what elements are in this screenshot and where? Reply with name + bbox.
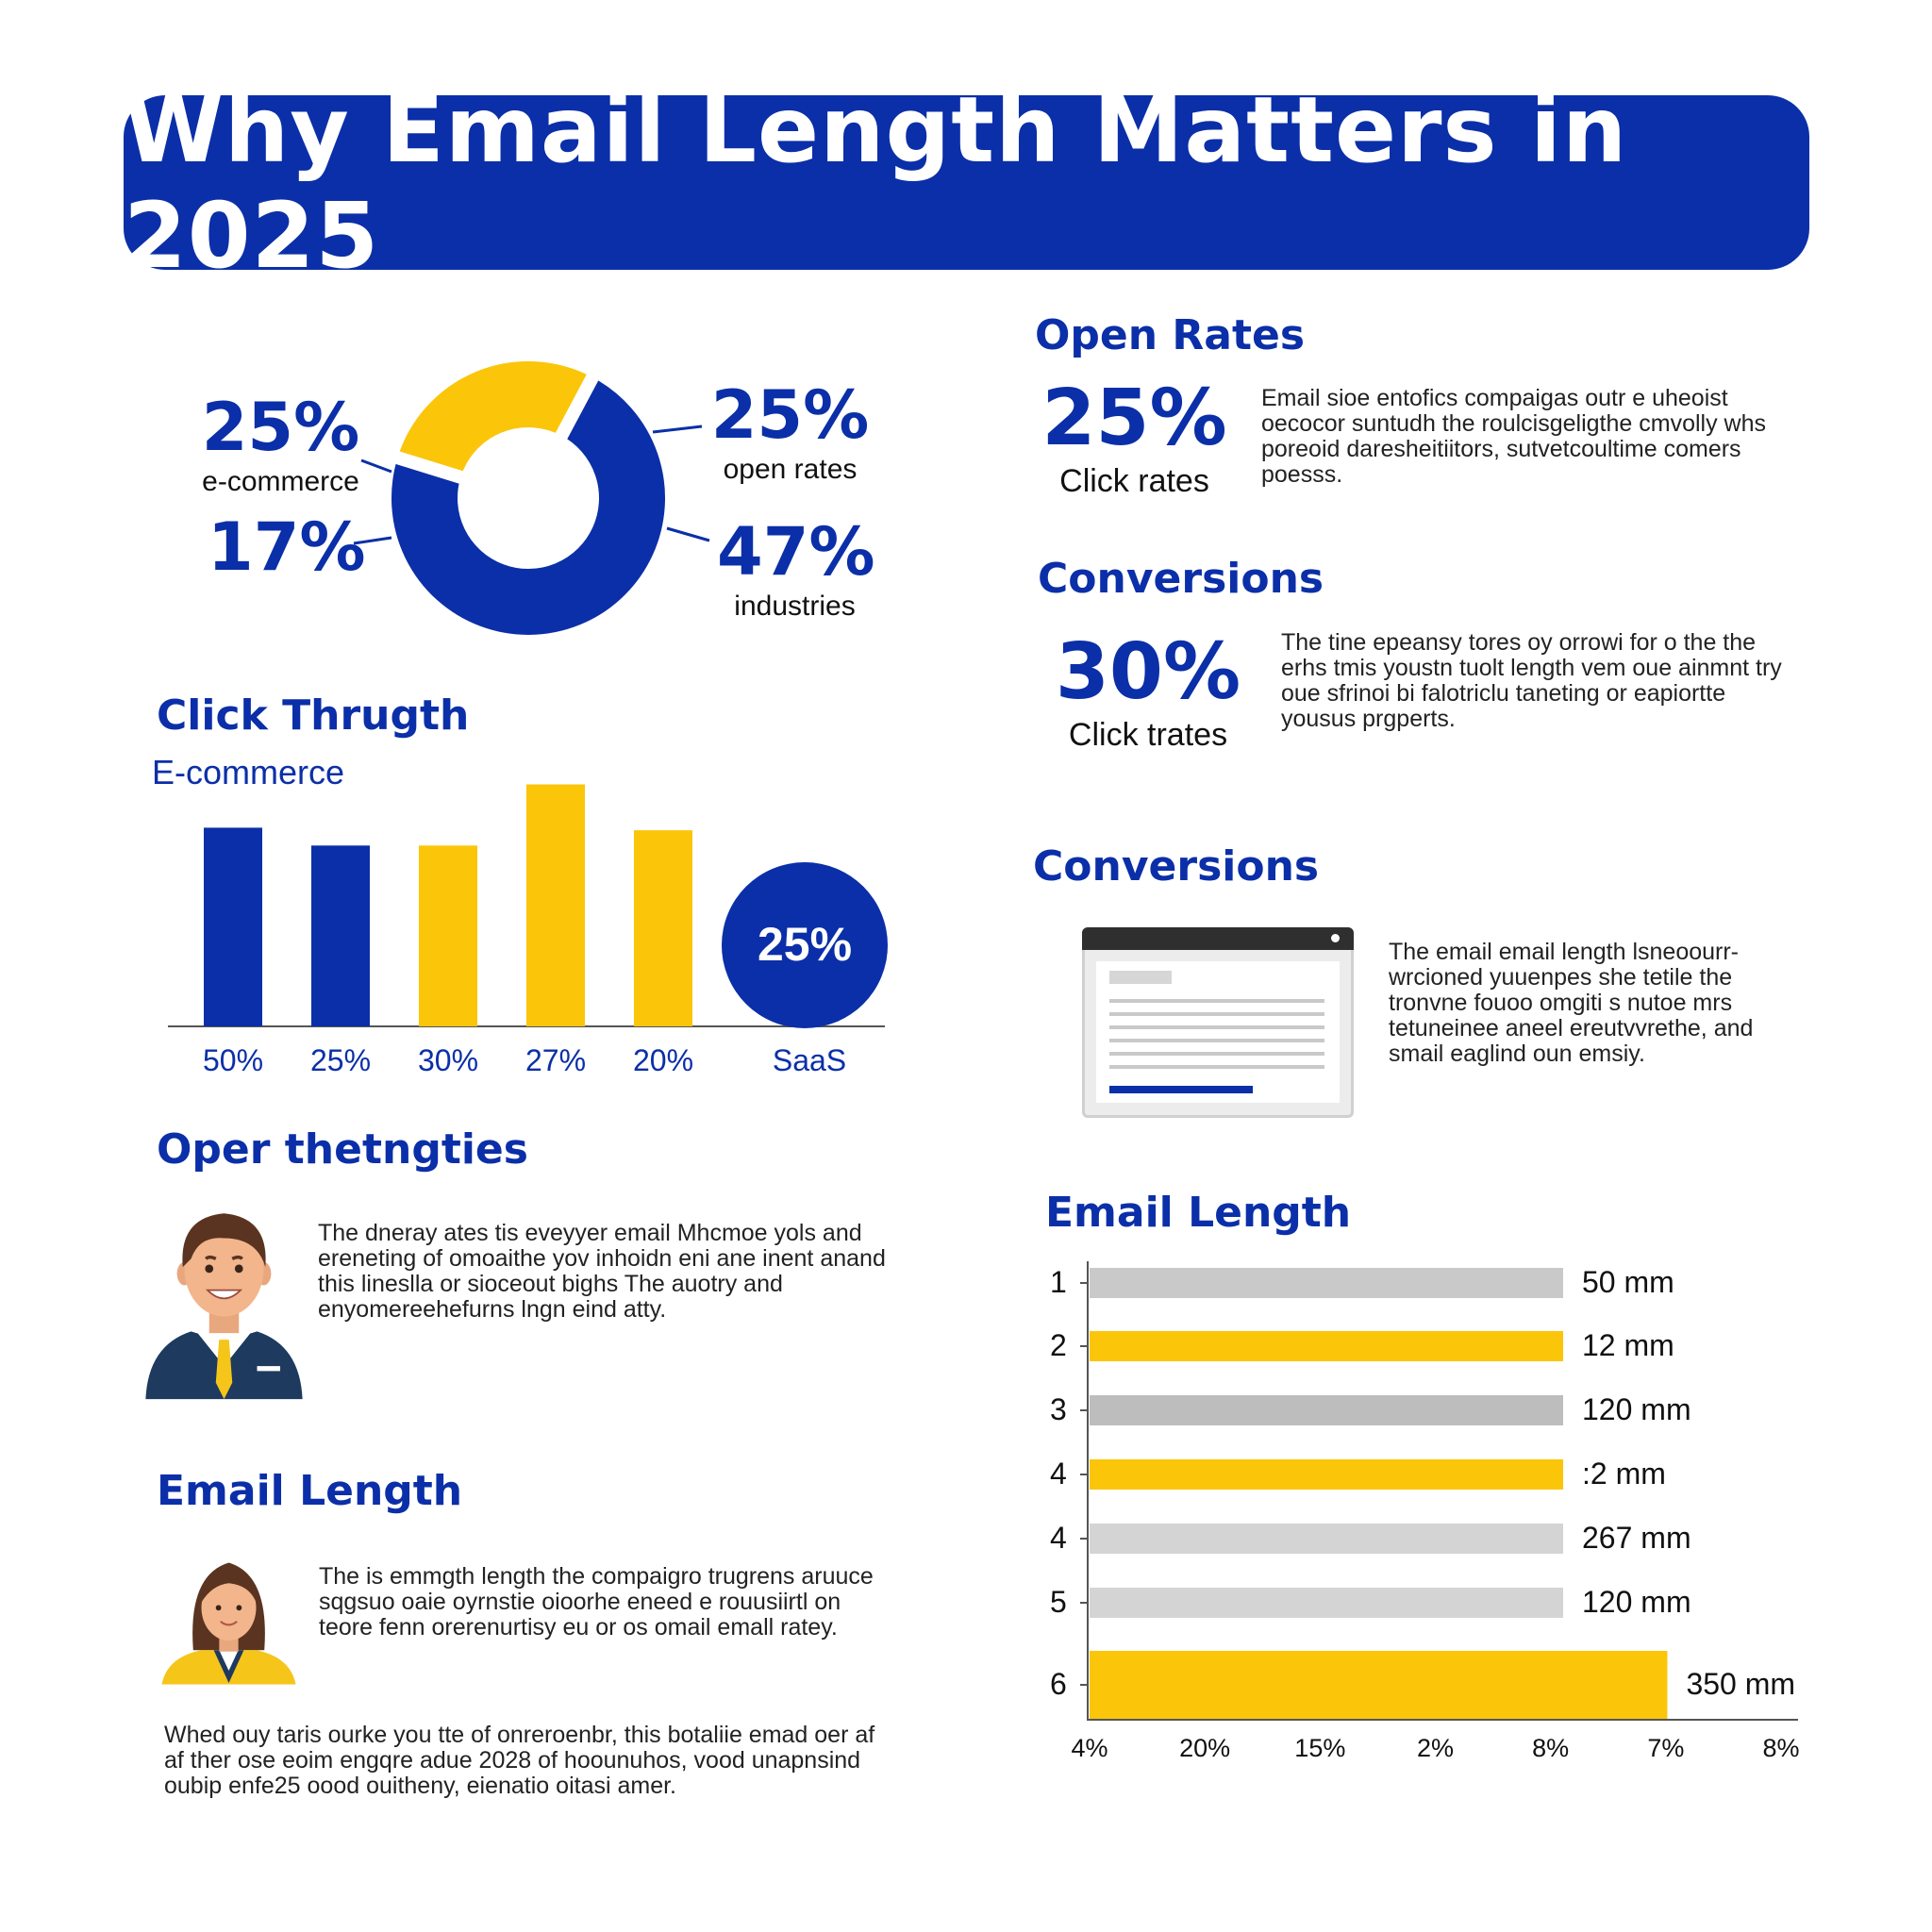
hbar-value-label: :2 mm bbox=[1582, 1457, 1666, 1491]
click-through-subheading: E-commerce bbox=[152, 753, 345, 791]
leader-line-open-rates bbox=[652, 425, 703, 434]
saas-label: SaaS bbox=[772, 1043, 847, 1077]
conversions-value: 30% bbox=[1055, 627, 1241, 717]
hbar-bar bbox=[1090, 1524, 1563, 1554]
hbar-x-tick-label: 4% bbox=[1071, 1734, 1108, 1762]
browser-window-icon bbox=[1082, 927, 1354, 1118]
donut-value: 17% bbox=[208, 508, 366, 586]
hbar-value-label: 50 mm bbox=[1582, 1265, 1674, 1299]
hbar-bar bbox=[1090, 1651, 1668, 1719]
conversions-heading-2: Conversions bbox=[1033, 842, 1320, 891]
click-through-heading: Click Thrugth bbox=[157, 691, 470, 740]
conversions-heading-1: Conversions bbox=[1038, 555, 1324, 603]
donut-value: 25% bbox=[201, 389, 360, 466]
open-rates-heading: Open Rates bbox=[1035, 311, 1306, 359]
saas-badge-circle bbox=[722, 862, 888, 1028]
female-avatar-icon bbox=[161, 1562, 296, 1685]
hbar-x-tick-label: 7% bbox=[1647, 1734, 1685, 1762]
hbar-value-label: 120 mm bbox=[1582, 1392, 1691, 1426]
hbar-bar bbox=[1090, 1588, 1563, 1618]
leader-line-ecommerce bbox=[360, 458, 392, 474]
open-rates-label: Click rates bbox=[1059, 463, 1209, 499]
donut-label-ecommerce: 25% e-commerce bbox=[193, 394, 368, 498]
hbar-category-label: 2 bbox=[1050, 1328, 1067, 1362]
column-bar bbox=[526, 784, 585, 1026]
conversions-stat: 30% Click trates bbox=[1049, 634, 1247, 754]
column-label: 27% bbox=[525, 1043, 587, 1077]
hbar-bar bbox=[1090, 1268, 1563, 1298]
email-length-footer-text: Whed ouy taris ourke you tte of onreroen… bbox=[164, 1722, 875, 1799]
saas-badge-value: 25% bbox=[758, 918, 852, 971]
hbar-x-tick-label: 2% bbox=[1416, 1734, 1455, 1762]
donut-text: open rates bbox=[723, 454, 858, 485]
column-label: 50% bbox=[202, 1043, 264, 1077]
column-bar bbox=[419, 845, 477, 1026]
conversions-label: Click trates bbox=[1068, 717, 1228, 753]
conversions-text-2: The email email length lsneoourr-wrcione… bbox=[1389, 939, 1754, 1067]
donut-chart bbox=[353, 348, 710, 648]
hbar-category-label: 3 bbox=[1050, 1392, 1067, 1426]
hbar-value-label: 120 mm bbox=[1582, 1585, 1691, 1619]
hbar-category-label: 4 bbox=[1050, 1521, 1067, 1555]
donut-label-17: 17% bbox=[208, 514, 366, 580]
male-avatar-icon bbox=[145, 1213, 303, 1400]
email-length-text-left: The is emmgth length the compaigro trugr… bbox=[319, 1563, 874, 1641]
donut-text: e-commerce bbox=[202, 466, 359, 497]
hbar-x-tick-label: 8% bbox=[1762, 1734, 1800, 1762]
click-through-chart: 25% bbox=[168, 784, 888, 1028]
oper-heading: Oper thetngties bbox=[157, 1125, 528, 1174]
open-rates-text: Email sioe entofics compaigas outr e uhe… bbox=[1261, 385, 1766, 488]
open-rates-stat: 25% Click rates bbox=[1038, 380, 1231, 500]
leader-line-17 bbox=[353, 536, 392, 545]
donut-label-industries: 47% industries bbox=[717, 513, 875, 623]
column-bar bbox=[311, 845, 370, 1026]
hbar-category-label: 1 bbox=[1050, 1265, 1067, 1299]
hbar-bar bbox=[1090, 1459, 1563, 1490]
open-rates-value: 25% bbox=[1041, 374, 1227, 463]
hbar-x-tick-label: 20% bbox=[1179, 1734, 1231, 1762]
hbar-category-label: 4 bbox=[1050, 1457, 1067, 1491]
oper-text: The dneray ates tis eveyyer email Mhcmoe… bbox=[318, 1220, 886, 1323]
hbar-bar bbox=[1090, 1395, 1563, 1425]
donut-value: 47% bbox=[717, 513, 875, 591]
column-label: 25% bbox=[309, 1043, 372, 1077]
column-label: 30% bbox=[417, 1043, 479, 1077]
hbar-value-label: 350 mm bbox=[1686, 1667, 1796, 1701]
column-bar bbox=[634, 830, 692, 1026]
email-length-heading-right: Email Length bbox=[1045, 1189, 1352, 1237]
hbar-x-tick-label: 15% bbox=[1294, 1734, 1346, 1762]
conversions-text-1: The tine epeansy tores oy orrowi for o t… bbox=[1281, 629, 1782, 732]
hbar-category-label: 6 bbox=[1050, 1667, 1067, 1701]
column-label: 20% bbox=[632, 1043, 694, 1077]
page-title: Why Email Length Matters in 2025 bbox=[124, 76, 1628, 289]
hbar-x-tick-label: 8% bbox=[1532, 1734, 1570, 1762]
donut-label-open-rates: 25% open rates bbox=[708, 382, 873, 486]
donut-slice bbox=[378, 362, 678, 648]
email-length-heading-left: Email Length bbox=[157, 1467, 463, 1515]
title-banner: Why Email Length Matters in 2025 bbox=[124, 77, 1809, 289]
leader-line-industries bbox=[666, 526, 710, 542]
hbar-value-label: 12 mm bbox=[1582, 1328, 1674, 1362]
donut-value: 25% bbox=[710, 376, 870, 454]
column-bar bbox=[204, 827, 262, 1026]
donut-slice bbox=[383, 348, 605, 488]
donut-text: industries bbox=[734, 591, 856, 622]
hbar-value-label: 267 mm bbox=[1582, 1521, 1691, 1555]
hbar-bar bbox=[1090, 1331, 1563, 1361]
hbar-category-label: 5 bbox=[1050, 1585, 1067, 1619]
